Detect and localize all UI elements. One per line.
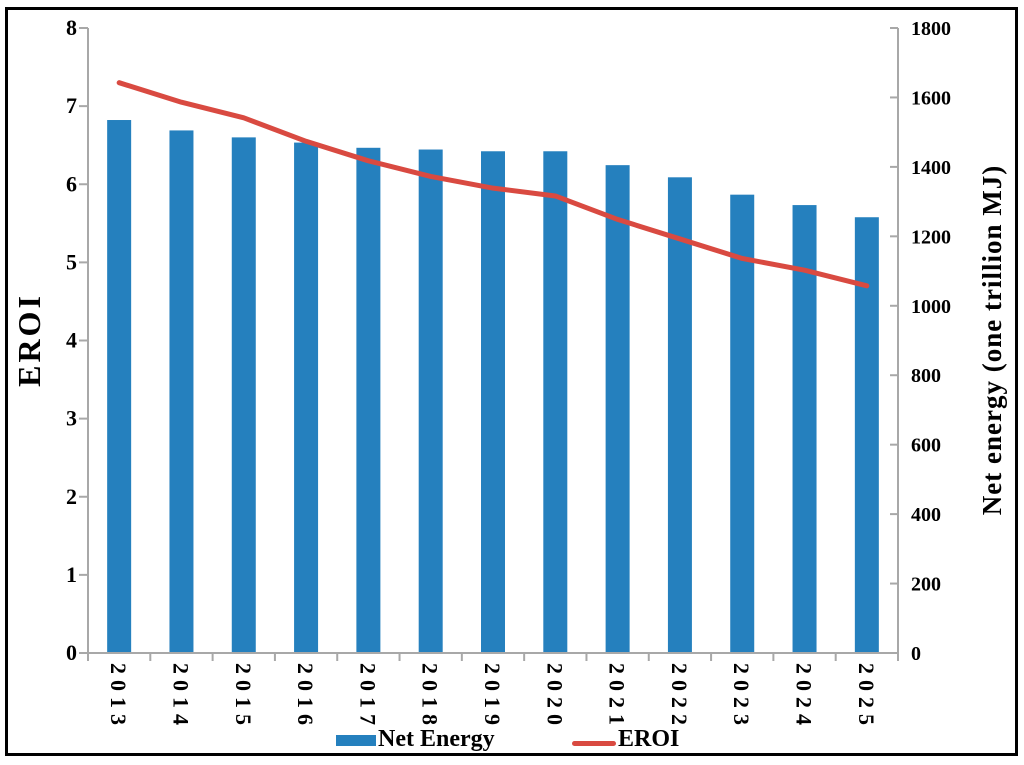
right-axis-tick-label: 600 — [911, 435, 941, 457]
x-axis-year-label: 2013 — [106, 663, 131, 731]
right-axis-tick-label: 1600 — [911, 87, 951, 109]
chart-frame-border — [5, 7, 1018, 756]
x-axis-year-label: 2016 — [293, 663, 318, 731]
bar-2015 — [231, 137, 256, 653]
left-axis-tick-label: 7 — [66, 93, 77, 118]
x-axis-year-label: 2014 — [168, 663, 193, 731]
bar-2021 — [605, 165, 630, 653]
x-axis-year-label: 2020 — [542, 663, 567, 731]
left-axis-tick-label: 5 — [66, 249, 77, 274]
x-axis-year-label: 2018 — [418, 663, 443, 731]
right-axis-tick-label: 400 — [911, 504, 941, 526]
bar-2020 — [543, 151, 568, 653]
right-axis-tick-label: 1800 — [911, 18, 951, 40]
right-axis-title: Net energy (one trillion MJ) — [977, 165, 1007, 515]
eroi-line — [116, 80, 870, 289]
bar-2017 — [356, 147, 381, 653]
x-axis-year-label: 2022 — [667, 663, 692, 731]
x-axis-year-label: 2023 — [729, 663, 754, 731]
legend-swatch-net-energy — [336, 735, 376, 746]
right-axis-tick-label: 0 — [911, 643, 921, 665]
bar-2024 — [792, 205, 817, 654]
x-axis-year-label: 2019 — [480, 663, 505, 731]
right-axis-tick-label: 800 — [911, 365, 941, 387]
left-axis-tick-label: 1 — [66, 562, 77, 587]
right-axis-tick-label: 200 — [911, 574, 941, 596]
right-axis-tick-label: 1000 — [911, 296, 951, 318]
x-axis-year-label: 2015 — [231, 663, 256, 731]
bar-2014 — [169, 130, 194, 654]
bar-2022 — [667, 177, 692, 654]
x-axis-year-label: 2017 — [355, 663, 380, 731]
right-axis-tick-label: 1400 — [911, 157, 951, 179]
right-axis-tick-label: 1200 — [911, 226, 951, 248]
bar-2019 — [481, 151, 505, 653]
plot-area: 0 1 2 3 4 5 6 7 8 0 200 400 600 800 1000 1200 1400 1600 18… — [66, 15, 951, 731]
x-axis-year-label: 2025 — [854, 663, 879, 731]
left-axis-tick-label: 8 — [66, 15, 77, 40]
bar-2023 — [730, 194, 755, 653]
left-axis-title: EROI — [11, 293, 47, 387]
left-axis-tick-label: 2 — [66, 484, 77, 509]
legend-label-eroi: EROI — [618, 726, 680, 752]
left-axis-tick-label: 6 — [66, 171, 77, 196]
bar-2025 — [854, 217, 879, 653]
legend-swatch-eroi — [572, 741, 616, 746]
bar-2018 — [418, 149, 443, 653]
x-axis-year-label: 2024 — [792, 663, 817, 731]
left-axis-tick-label: 4 — [66, 328, 77, 353]
left-axis-tick-label: 3 — [66, 406, 77, 431]
bar-2016 — [294, 142, 319, 654]
legend-label-net-energy: Net Energy — [378, 726, 495, 752]
left-axis-tick-label: 0 — [66, 640, 77, 665]
bar-2013 — [107, 120, 132, 653]
x-axis-year-label: 2021 — [605, 663, 630, 731]
